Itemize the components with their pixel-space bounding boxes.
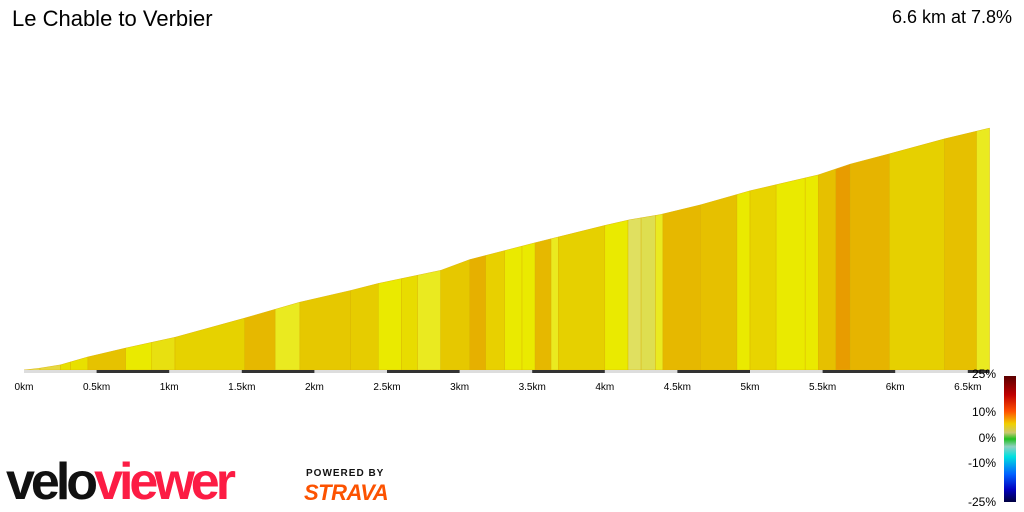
powered-by-label: POWERED BY	[306, 468, 385, 479]
x-axis-km-bar	[241, 370, 315, 373]
x-tick-label: 4.5km	[664, 382, 691, 393]
profile-segment-24[interactable]	[627, 217, 642, 371]
x-axis-km-bar	[677, 370, 750, 373]
profile-segment-17[interactable]	[485, 250, 505, 371]
legend-label: 10%	[972, 405, 996, 419]
x-tick-label: 2.5km	[373, 382, 400, 393]
profile-segment-22[interactable]	[558, 225, 605, 371]
profile-segment-29[interactable]	[736, 190, 751, 371]
profile-segment-37[interactable]	[944, 130, 977, 371]
profile-segment-36[interactable]	[889, 138, 945, 371]
x-tick-label: 6km	[886, 382, 905, 393]
x-tick-label: 5km	[741, 382, 760, 393]
gradient-legend-bar	[1004, 376, 1016, 502]
strava-logo: STRAVA	[304, 480, 389, 505]
profile-segment-6[interactable]	[151, 336, 176, 371]
x-tick-label: 1.5km	[228, 382, 255, 393]
profile-segment-16[interactable]	[469, 255, 486, 371]
x-axis-km-bar	[532, 370, 605, 373]
profile-segment-2[interactable]	[60, 361, 71, 371]
x-tick-label: 2km	[305, 382, 324, 393]
x-tick-label: 1km	[160, 382, 179, 393]
legend-label: -25%	[968, 495, 996, 509]
profile-segment-10[interactable]	[299, 290, 351, 371]
profile-segment-14[interactable]	[417, 270, 441, 371]
x-axis-km-bar	[387, 370, 460, 373]
x-axis-km-bar	[96, 370, 170, 373]
x-axis-km-bar	[967, 370, 990, 373]
profile-segment-19[interactable]	[521, 242, 536, 371]
profile-segment-30[interactable]	[749, 184, 777, 371]
legend-label: 0%	[979, 431, 997, 445]
segment-summary: 6.6 km at 7.8%	[891, 7, 1012, 27]
profile-segment-3[interactable]	[70, 356, 89, 371]
profile-segment-8[interactable]	[244, 308, 276, 371]
profile-segment-25[interactable]	[640, 215, 656, 371]
x-tick-label: 6.5km	[954, 382, 981, 393]
profile-segment-0[interactable]	[23, 367, 41, 371]
profile-segment-23[interactable]	[604, 219, 629, 371]
x-tick-label: 3.5km	[519, 382, 546, 393]
profile-segment-21[interactable]	[550, 236, 559, 371]
x-axis-line	[24, 370, 990, 373]
logo-viewer: viewer	[94, 453, 236, 511]
x-tick-label: 5.5km	[809, 382, 836, 393]
x-tick-label: 4km	[595, 382, 614, 393]
x-tick-label: 0km	[15, 382, 34, 393]
profile-segment-28[interactable]	[700, 194, 738, 371]
profile-segment-38[interactable]	[976, 127, 990, 371]
profile-segment-7[interactable]	[174, 317, 245, 371]
veloviewer-logo: veloviewer	[6, 452, 236, 512]
profile-segment-5[interactable]	[125, 342, 152, 371]
profile-segment-12[interactable]	[378, 278, 402, 371]
profile-segment-11[interactable]	[350, 283, 379, 371]
profile-segment-15[interactable]	[440, 259, 470, 371]
profile-segment-33[interactable]	[818, 168, 836, 371]
segment-title: Le Chable to Verbier	[12, 6, 213, 31]
x-axis-km-bar	[822, 370, 896, 373]
logo-velo: velo	[6, 453, 98, 511]
profile-segment-4[interactable]	[87, 347, 126, 371]
profile-segment-35[interactable]	[849, 153, 890, 371]
profile-segment-13[interactable]	[401, 274, 418, 371]
x-tick-label: 3km	[450, 382, 469, 393]
legend-label: 25%	[972, 367, 996, 381]
profile-segment-34[interactable]	[835, 163, 851, 371]
profile-segment-31[interactable]	[775, 177, 806, 371]
profile-segment-32[interactable]	[804, 174, 819, 371]
profile-segment-9[interactable]	[274, 301, 301, 371]
profile-segment-1[interactable]	[39, 364, 61, 371]
x-tick-label: 0.5km	[83, 382, 110, 393]
legend-label: -10%	[968, 456, 996, 470]
profile-segment-26[interactable]	[655, 213, 664, 371]
profile-segment-18[interactable]	[504, 245, 523, 371]
profile-segment-20[interactable]	[534, 238, 552, 371]
profile-segment-27[interactable]	[662, 204, 701, 371]
